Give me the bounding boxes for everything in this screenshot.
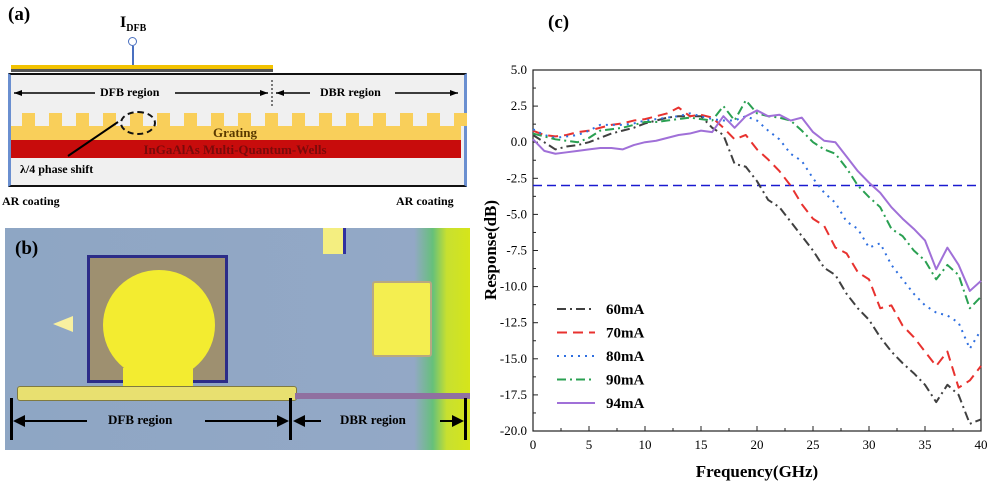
panel-a-label: (a) (8, 4, 31, 25)
grating-tooth (265, 113, 278, 126)
dbr-region-label: DBR region (320, 85, 381, 99)
y-axis-label: Response(dB) (481, 200, 500, 300)
series-line-94mA (532, 109, 982, 292)
grating-tooth (400, 113, 413, 126)
current-label: IDFB (120, 14, 146, 34)
dbr-pad (372, 281, 432, 357)
dfb-left-bound (10, 398, 13, 440)
current-subscript: DFB (126, 23, 147, 35)
dbr-right-bound (464, 398, 467, 440)
grating-tooth (427, 113, 440, 126)
legend-label-70mA: 70mA (606, 326, 644, 342)
dfb-region-label: DFB region (100, 85, 160, 99)
electrode-wire (132, 46, 134, 65)
electrode-terminal-icon (128, 37, 137, 46)
alignment-mark (53, 316, 73, 332)
y-tick-label: -5.0 (506, 206, 527, 221)
x-tick-label: 5 (586, 437, 593, 452)
y-tick-label: -20.0 (500, 423, 527, 438)
y-tick-label: -7.5 (506, 243, 527, 258)
panel-b-label: (b) (15, 238, 39, 259)
region-boundary (289, 398, 292, 440)
series-line-80mA (532, 112, 982, 350)
legend-label-80mA: 80mA (606, 349, 644, 365)
series-line-90mA (532, 99, 982, 310)
dfb-contact (11, 65, 273, 69)
y-tick-label: 2.5 (511, 98, 527, 113)
x-tick-label: 25 (807, 437, 820, 452)
y-tick-label: 5.0 (511, 62, 527, 77)
grating-tooth (238, 113, 251, 126)
grating-tooth (346, 113, 359, 126)
x-tick-label: 10 (639, 437, 652, 452)
panel-c-label: (c) (548, 12, 570, 33)
grating-tooth (373, 113, 386, 126)
ar-coating-right: AR coating (396, 194, 454, 208)
ar-coating-left: AR coating (2, 194, 60, 208)
panel-a-arrows (14, 80, 458, 157)
dfb-arrow-left (15, 420, 87, 422)
dfb-arrow-right (205, 420, 287, 422)
x-tick-label: 40 (975, 437, 988, 452)
grating-tooth (184, 113, 197, 126)
grating-tooth (103, 113, 116, 126)
dfb-region-label-b: DFB region (108, 412, 173, 427)
dbr-arrow-left (295, 420, 321, 422)
y-tick-label: -15.0 (500, 351, 527, 366)
series-line-70mA (532, 106, 982, 389)
grating-tooth (157, 113, 170, 126)
x-tick-label: 20 (751, 437, 764, 452)
legend-label-60mA: 60mA (606, 302, 644, 318)
legend-label-94mA: 94mA (606, 396, 644, 412)
x-tick-label: 0 (530, 437, 537, 452)
x-tick-label: 35 (919, 437, 932, 452)
dbr-region-label-b: DBR region (340, 412, 406, 427)
grating-tooth (292, 113, 305, 126)
phase-shift-label: λ/4 phase shift (20, 162, 94, 176)
y-tick-label: -12.5 (500, 315, 527, 330)
grating-tooth (211, 113, 224, 126)
dbr-waveguide (295, 393, 470, 399)
dbr-arrow-right (440, 420, 462, 422)
grating-tooth (22, 113, 35, 126)
mqw-label: InGaAlAs Multi-Quantum-Wells (143, 142, 327, 157)
y-tick-label: -17.5 (500, 387, 527, 402)
grating-label: Grating (212, 125, 258, 140)
x-tick-label: 15 (695, 437, 708, 452)
x-axis-label: Frequency(GHz) (696, 462, 818, 481)
contact-pad (103, 270, 215, 380)
phase-shift-pointer (67, 121, 119, 157)
mqw-layer (11, 140, 461, 158)
dfb-contact-base (11, 69, 273, 72)
y-tick-label: 0.0 (511, 134, 527, 149)
y-tick-label: -2.5 (506, 170, 527, 185)
grating-tooth (76, 113, 89, 126)
x-tick-label: 30 (863, 437, 876, 452)
device-micrograph: DFB region DBR region (b) (5, 228, 470, 450)
series-line-60mA (532, 115, 982, 425)
top-feature (323, 228, 346, 254)
current-symbol: I (120, 14, 127, 31)
legend-label-90mA: 90mA (606, 373, 644, 389)
grating-tooth (319, 113, 332, 126)
grating-tooth (49, 113, 62, 126)
phase-shift-marker (120, 111, 156, 135)
grating-tooth (454, 113, 467, 126)
y-tick-label: -10.0 (500, 279, 527, 294)
